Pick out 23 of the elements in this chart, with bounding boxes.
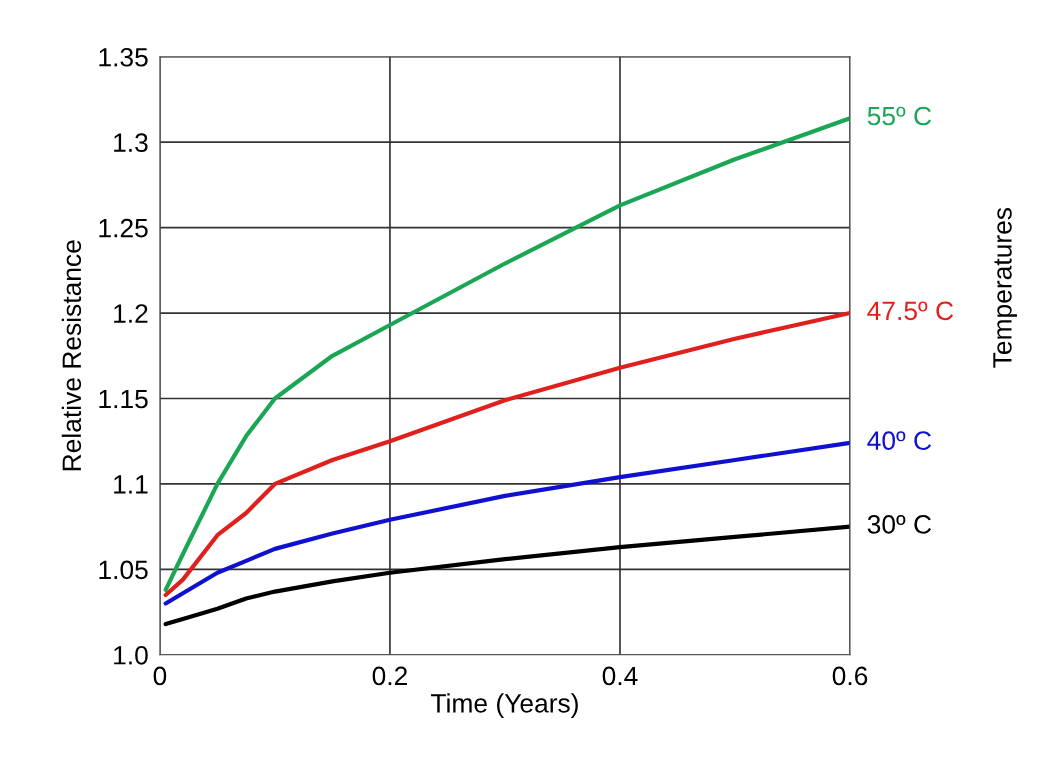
y-tick-label: 1.05 xyxy=(99,560,148,580)
text: Temperatures xyxy=(993,207,1017,368)
series-label: 47.5º C xyxy=(867,301,954,321)
series-label: 55º C xyxy=(867,106,932,126)
y-tick-label: 1.2 xyxy=(114,304,148,323)
series-label: 40º C xyxy=(867,431,932,451)
line-series xyxy=(163,440,851,606)
y-tick-label: 1.1 xyxy=(114,475,148,494)
y-tick-label: 1.3 xyxy=(114,133,148,153)
line-series xyxy=(163,310,851,598)
x-axis-title: Time (Years) xyxy=(431,693,578,718)
x-tick-label: 0 xyxy=(153,666,167,686)
x-tick-label: 0.6 xyxy=(832,666,868,686)
line-series xyxy=(163,116,851,592)
y-axis-title: Relative Resistance xyxy=(61,240,82,471)
x-tick-label: 0.2 xyxy=(372,666,407,686)
y-tick-label: 1.35 xyxy=(99,47,148,67)
y-tick-label: 1.15 xyxy=(99,389,148,409)
y-tick-label: 1.0 xyxy=(114,645,148,665)
series-label: 30º C xyxy=(867,515,932,534)
line-series xyxy=(163,524,851,627)
y-tick-label: 1.25 xyxy=(99,218,148,238)
x-tick-label: 0.4 xyxy=(602,666,638,686)
